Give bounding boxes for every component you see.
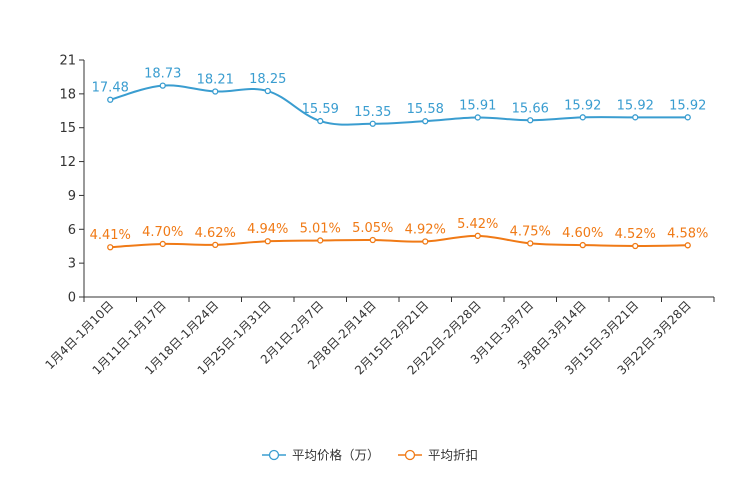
data-point [527, 117, 534, 124]
y-tick-label: 21 [59, 54, 76, 69]
data-point [264, 87, 271, 95]
data-point [159, 240, 166, 248]
data-point [632, 242, 639, 250]
legend-item: 平均折扣 [398, 448, 478, 463]
data-label: 15.59 [302, 102, 339, 117]
data-label: 4.94% [247, 222, 288, 237]
data-point [422, 118, 429, 125]
data-point [317, 237, 324, 244]
y-tick-label: 6 [68, 223, 76, 238]
data-label: 15.35 [354, 105, 391, 120]
series-avg-price: 17.48 18.73 18.21 18.25 15.59 15.35 15.58 15.91… [92, 67, 706, 127]
series-avg-discount: 4.41% 4.70% 4.62% 4.94% 5.01% 5.05% 4.92% 5.42%… [90, 217, 708, 251]
data-point [369, 120, 376, 127]
data-point [212, 241, 219, 249]
series-layer: 17.48 18.73 18.21 18.25 15.59 15.35 15.58 15.91… [90, 67, 708, 251]
data-label: 15.66 [512, 101, 549, 116]
data-label: 4.70% [142, 225, 183, 240]
data-point [527, 240, 534, 247]
axes: 0369121518211月4日-1月10日1月11日-1月17日1月18日-1… [42, 54, 715, 378]
data-point [474, 114, 481, 121]
data-point [369, 236, 376, 244]
data-label: 15.92 [564, 98, 601, 113]
legend-label: 平均价格（万） [292, 448, 380, 463]
legend: 平均价格（万） 平均折扣 [262, 448, 478, 463]
legend-marker [268, 449, 280, 461]
data-label: 5.01% [300, 221, 341, 236]
data-label: 4.62% [195, 226, 236, 241]
data-label: 4.41% [90, 228, 131, 243]
data-label: 5.05% [352, 221, 393, 236]
data-point [159, 82, 166, 89]
data-label: 15.92 [617, 98, 654, 113]
data-label: 4.60% [562, 226, 603, 241]
y-tick-label: 3 [68, 257, 76, 272]
data-label: 4.92% [405, 222, 446, 237]
legend-item: 平均价格（万） [262, 448, 380, 463]
data-label: 5.42% [457, 217, 498, 232]
series-line [110, 234, 688, 249]
data-label: 18.73 [144, 67, 181, 82]
data-point [317, 117, 324, 125]
data-point [474, 232, 481, 239]
data-point [579, 241, 586, 249]
data-point [107, 96, 114, 103]
data-point [684, 114, 691, 121]
data-label: 18.21 [197, 72, 234, 87]
y-tick-label: 12 [59, 155, 76, 170]
y-tick-label: 0 [68, 291, 76, 306]
data-point [422, 238, 429, 245]
data-label: 17.48 [92, 81, 129, 96]
y-tick-label: 15 [59, 121, 76, 136]
data-point [684, 242, 691, 249]
data-point [107, 244, 114, 251]
data-label: 15.58 [407, 102, 444, 117]
legend-marker [404, 449, 416, 461]
data-point [212, 88, 219, 95]
data-label: 4.52% [615, 227, 656, 242]
data-point [579, 114, 586, 121]
legend-label: 平均折扣 [428, 448, 478, 463]
y-tick-label: 18 [59, 87, 76, 102]
data-point [632, 114, 639, 121]
data-point [264, 238, 271, 245]
y-tick-label: 9 [68, 189, 76, 204]
data-label: 15.92 [669, 98, 706, 113]
series-line [109, 84, 688, 126]
data-label: 18.25 [249, 72, 286, 87]
data-label: 4.58% [667, 226, 708, 241]
data-label: 4.75% [510, 224, 551, 239]
data-label: 15.91 [459, 98, 496, 113]
